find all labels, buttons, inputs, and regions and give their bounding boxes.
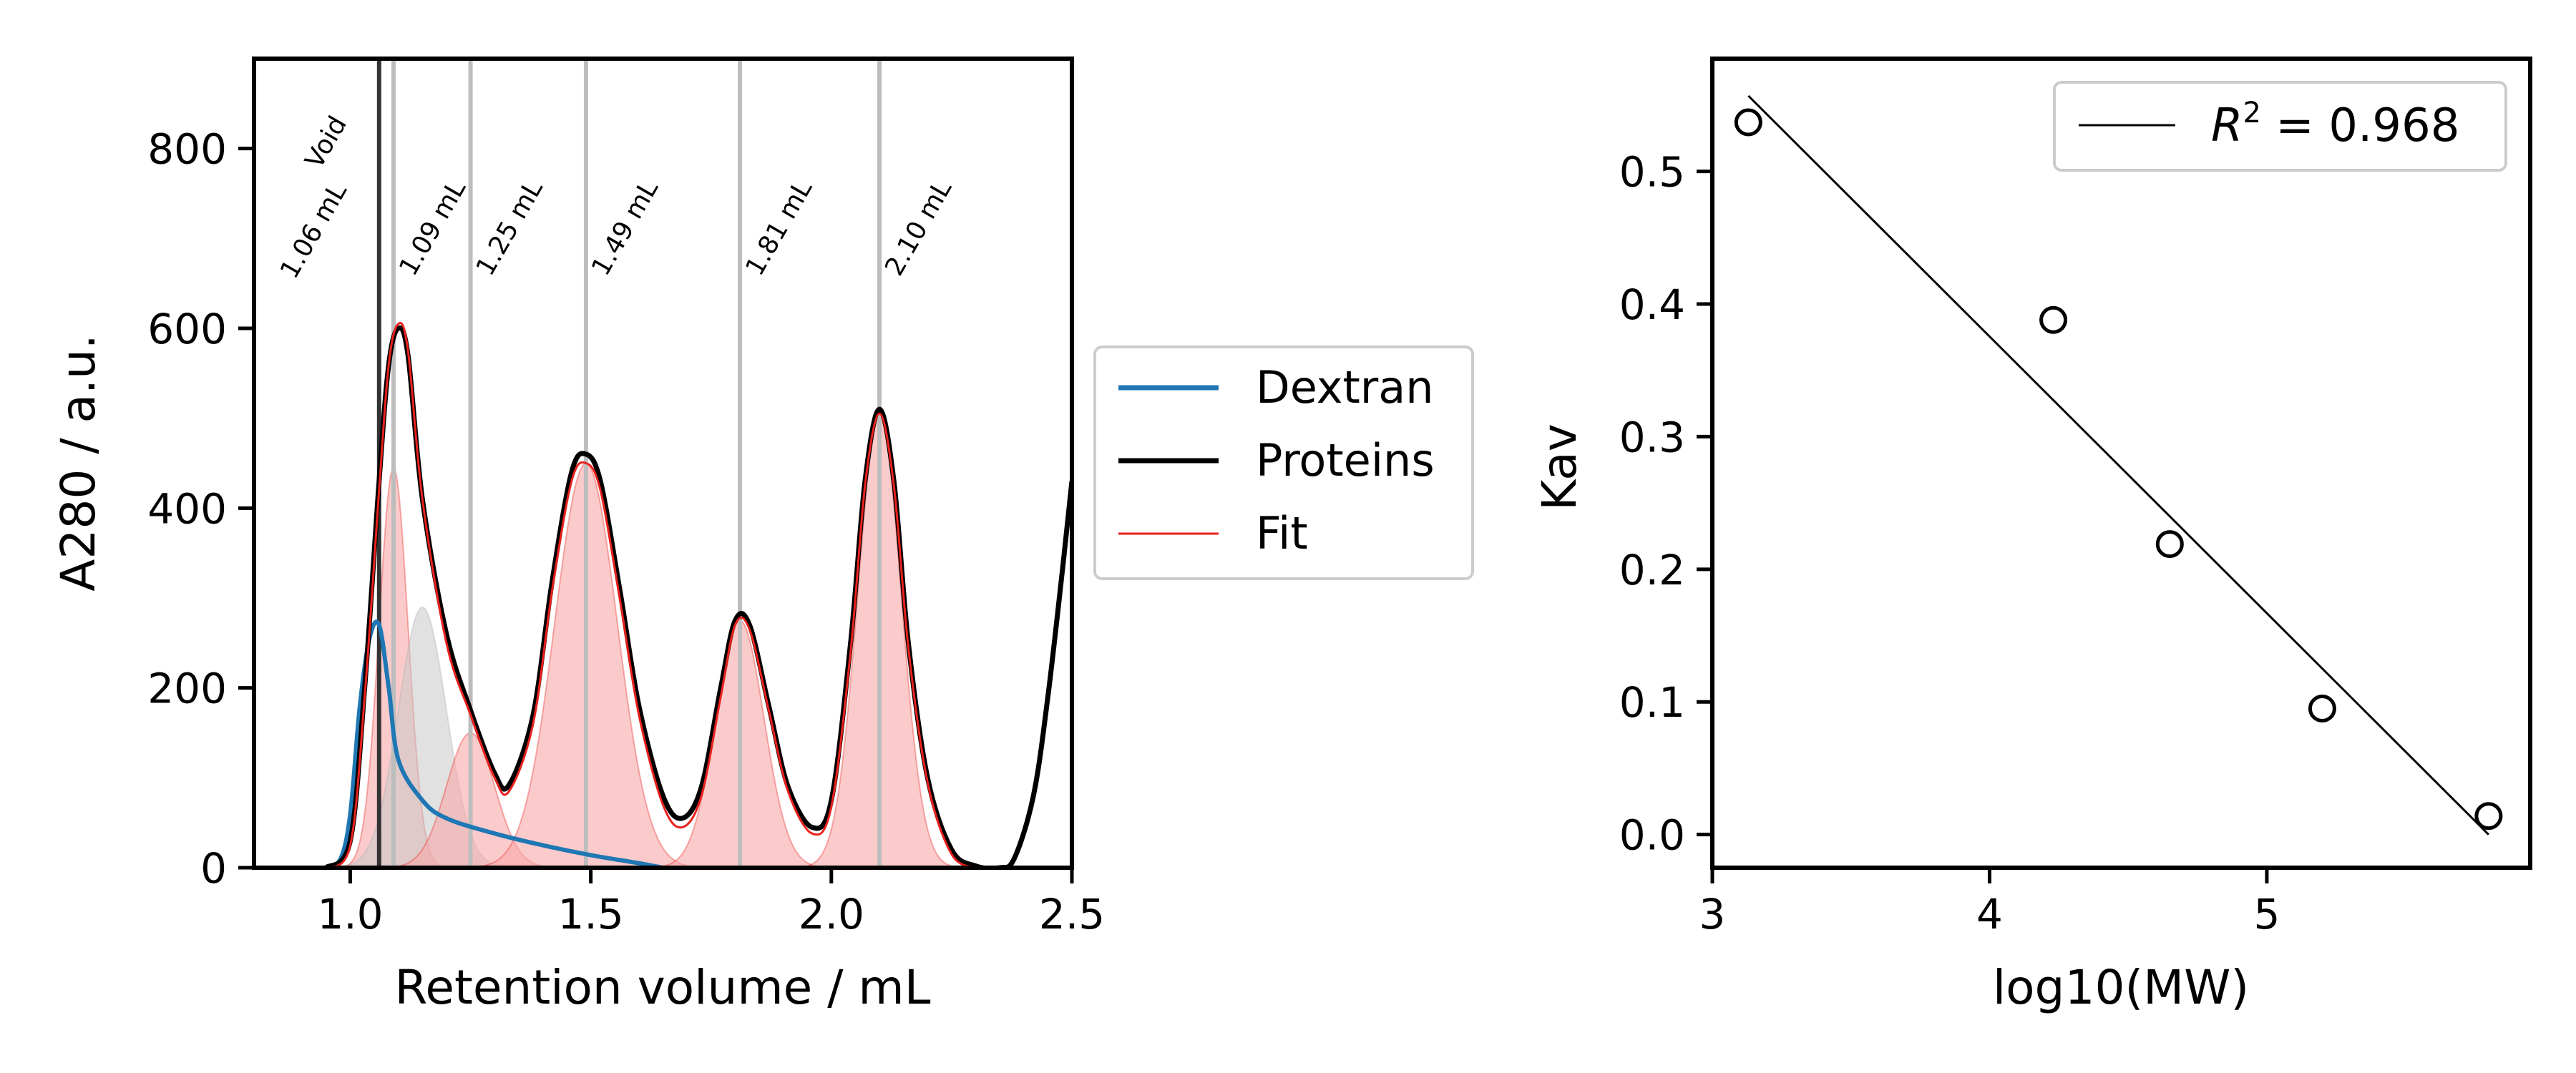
legend-box	[1093, 346, 1474, 580]
calibration-x-ticks: 3 4 5	[1699, 868, 2280, 939]
chromatogram-legend: Dextran Proteins Fit	[1093, 346, 1474, 580]
peak-label-5: 2.10 mL	[879, 175, 957, 281]
calibration-chart: 3 4 5 0.0 0.1 0.2 0.3 0.4 0.5 log10(MW) Kav R2 …	[1532, 57, 2532, 1015]
calibration-point-2	[2039, 305, 2068, 334]
void-label: Void	[300, 112, 353, 174]
y-tick-label: 0.3	[1619, 413, 1685, 461]
peak-label-3: 1.49 mL	[586, 175, 664, 281]
peak-label-2: 1.25 mL	[471, 175, 549, 281]
peak-component-fill-2	[314, 607, 531, 868]
legend-label-fit: Fit	[1256, 507, 1308, 559]
y-tick-label: 600	[147, 305, 227, 353]
peak-label-1: 1.09 mL	[394, 175, 472, 281]
x-tick-label: 5	[2253, 890, 2280, 939]
calibration-y-axis-title: Kav	[1532, 423, 1587, 511]
x-tick-label: 3	[1699, 890, 1726, 939]
legend-label-proteins: Proteins	[1256, 434, 1435, 486]
calibration-point-5	[2474, 802, 2503, 831]
peak-label-4: 1.81 mL	[740, 175, 818, 281]
x-tick-label: 2.0	[799, 890, 864, 939]
y-tick-label: 0.1	[1619, 678, 1685, 727]
y-tick-label: 0.2	[1619, 546, 1685, 594]
x-tick-label: 2.5	[1039, 890, 1105, 939]
series-line-fit	[325, 322, 977, 868]
y-tick-label: 0.4	[1619, 280, 1685, 329]
calibration-point-1	[1734, 108, 1762, 137]
calibration-point-3	[2155, 530, 2184, 559]
chromatogram-y-axis-title: A280 / a.u.	[51, 334, 106, 592]
calibration-points	[1734, 108, 2503, 831]
series-line-dextran	[325, 619, 664, 868]
y-tick-label: 400	[147, 484, 227, 533]
calibration-x-axis-title: log10(MW)	[1993, 960, 2249, 1015]
legend-label-dextran: Dextran	[1256, 361, 1434, 413]
calibration-legend: R2 = 0.968	[2053, 81, 2507, 172]
calibration-y-ticks: 0.0 0.1 0.2 0.3 0.4 0.5	[1619, 148, 1712, 860]
x-tick-label: 1.0	[317, 890, 383, 939]
void-volume-label: 1.06 mL	[275, 178, 353, 284]
calibration-legend-label: R2 = 0.968	[2211, 97, 2459, 152]
y-tick-label: 0	[200, 844, 227, 893]
chromatogram-plot-frame	[252, 57, 1074, 870]
chromatogram-y-ticks: 0 200 400 600 800	[147, 125, 254, 893]
regression-line	[1747, 94, 2489, 836]
y-tick-label: 800	[147, 125, 227, 174]
calibration-legend-box	[2053, 81, 2507, 172]
calibration-point-4	[2308, 695, 2336, 723]
x-tick-label: 4	[1976, 890, 2003, 939]
calibration-fit-line	[1747, 94, 2489, 836]
chromatogram-x-axis-title: Retention volume / mL	[395, 960, 931, 1015]
calibration-plot-frame	[1710, 57, 2532, 870]
y-tick-label: 0.5	[1619, 148, 1685, 197]
y-tick-label: 0.0	[1619, 811, 1685, 860]
x-tick-label: 1.5	[558, 890, 624, 939]
y-tick-label: 200	[147, 665, 227, 713]
chromatogram-series	[324, 322, 1072, 868]
chromatogram-x-ticks: 1.0 1.5 2.0 2.5	[317, 868, 1105, 939]
